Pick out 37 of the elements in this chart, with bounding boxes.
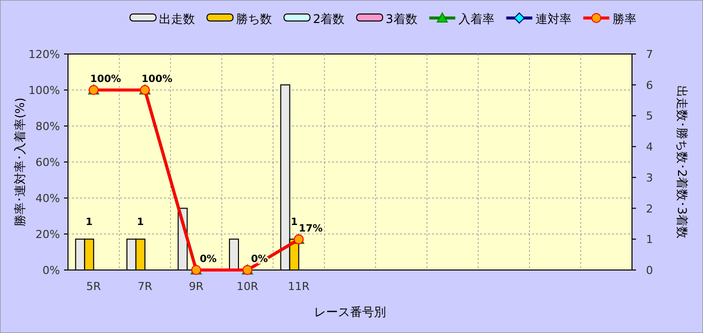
y2-tick-label: 7 xyxy=(646,48,653,61)
y2-axis-title: 出走数･勝ち数･2着数･3着数 xyxy=(675,85,689,239)
y2-tick-label: 1 xyxy=(646,233,653,246)
y2-tick-label: 3 xyxy=(646,171,653,184)
y2-tick-label: 6 xyxy=(646,78,653,92)
data-label: 1 xyxy=(136,217,144,228)
legend-label: 2着数 xyxy=(313,12,345,26)
y2-tick-label: 0 xyxy=(646,264,653,277)
x-tick-label: 7R xyxy=(138,280,153,293)
legend-label: 勝ち数 xyxy=(236,12,272,26)
legend-label: 3着数 xyxy=(386,12,418,26)
y2-tick-label: 5 xyxy=(646,110,653,123)
x-axis-title: レース番号別 xyxy=(314,305,386,319)
x-tick-label: 10R xyxy=(236,280,259,293)
legend-label: 連対率 xyxy=(535,12,572,26)
y2-tick-label: 4 xyxy=(646,140,653,154)
x-tick-label: 5R xyxy=(86,280,102,293)
legend-label: 入着率 xyxy=(458,12,494,26)
x-tick-label: 9R xyxy=(188,280,204,293)
data-label: 1 xyxy=(290,217,298,228)
data-label: 100% xyxy=(90,74,122,85)
y2-tick-label: 2 xyxy=(646,202,653,216)
x-tick-label: 11R xyxy=(288,280,310,293)
y-tick-label: 20% xyxy=(36,228,60,241)
data-label: 1 xyxy=(86,217,93,228)
data-label: 100% xyxy=(141,74,172,85)
y-tick-label: 120% xyxy=(28,48,60,61)
y-tick-label: 0% xyxy=(42,264,60,277)
data-label: 0% xyxy=(200,254,217,265)
legend-label: 出走数 xyxy=(159,12,195,26)
y-tick-label: 80% xyxy=(36,120,60,133)
data-label: 17% xyxy=(298,223,323,234)
y-tick-label: 100% xyxy=(28,84,60,97)
y-tick-label: 40% xyxy=(36,192,60,205)
y-tick-label: 60% xyxy=(36,156,60,169)
y-axis-title: 勝率･連対率･入着率(%) xyxy=(13,98,27,226)
legend-label: 勝率 xyxy=(612,12,636,26)
